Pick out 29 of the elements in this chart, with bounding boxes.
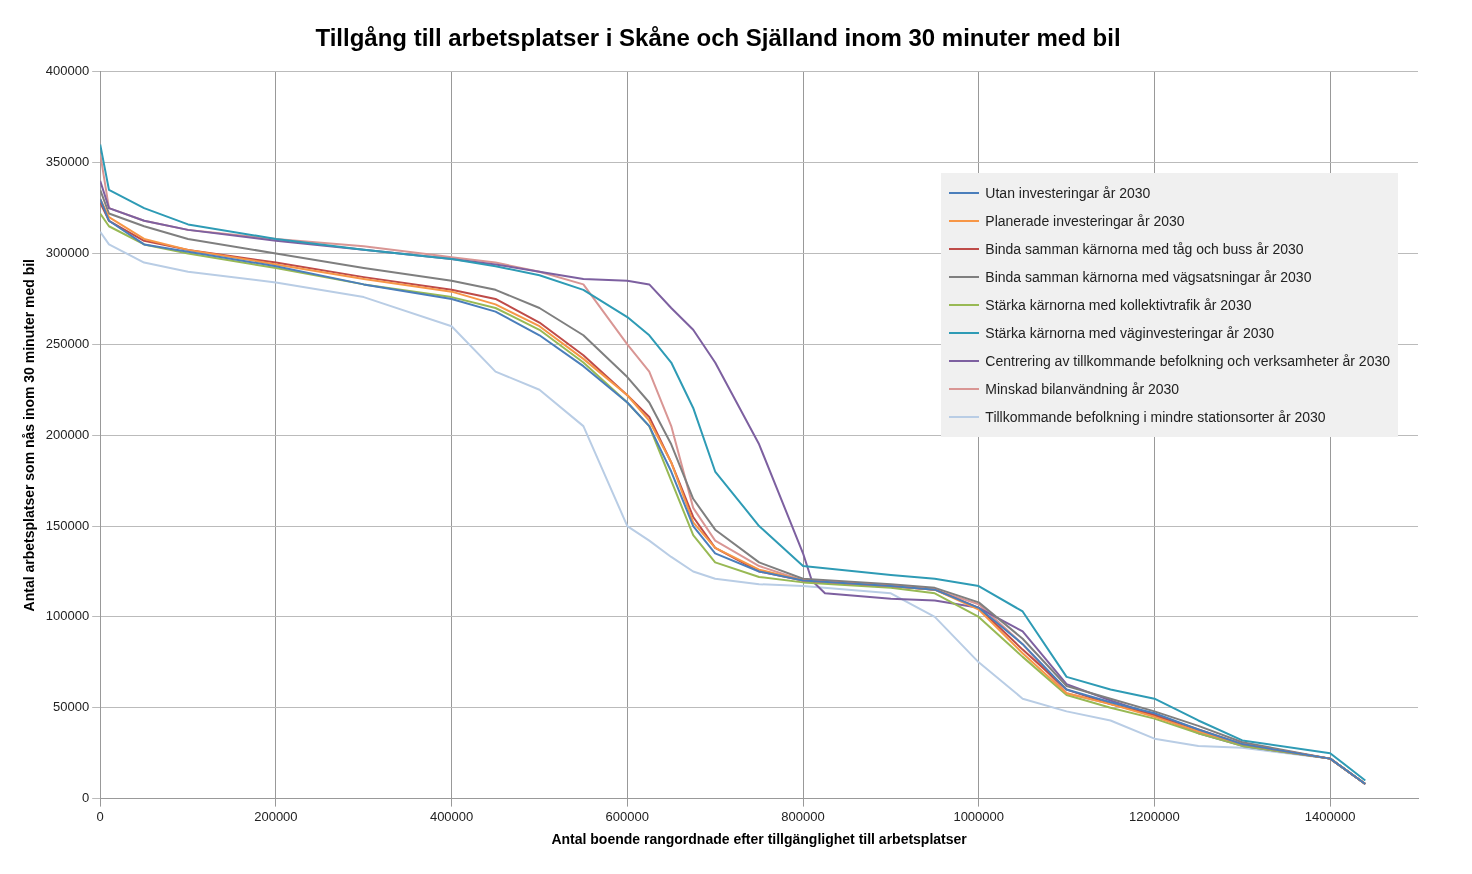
y-tick-label: 150000 xyxy=(45,517,90,533)
x-tick-label: 1400000 xyxy=(1304,808,1356,824)
y-tick-label: 400000 xyxy=(45,63,90,79)
y-tick-label: 300000 xyxy=(45,245,90,261)
y-tick-label: 350000 xyxy=(45,154,90,170)
y-tick-label: 100000 xyxy=(45,608,90,624)
x-tick-label: 1200000 xyxy=(1129,808,1180,824)
legend-label: Minskad bilanvändning år 2030 xyxy=(985,381,1180,397)
y-tick-label: 200000 xyxy=(45,426,90,442)
legend-label: Centrering av tillkommande befolkning och verksamheter år 2030 xyxy=(985,353,1390,369)
y-tick-label: 50000 xyxy=(53,699,90,715)
legend-label: Tillkommande befolkning i mindre stationsorter år 2030 xyxy=(985,409,1326,425)
x-tick-label: 400000 xyxy=(429,808,474,824)
x-tick-label: 0 xyxy=(96,808,104,824)
chart-title: Tillgång till arbetsplatser i Skåne och Själland inom 30 minuter med bil xyxy=(315,24,1121,52)
x-tick-label: 1000000 xyxy=(953,808,1005,824)
legend-label: Stärka kärnorna med kollektivtrafik år 2030 xyxy=(985,297,1252,313)
legend-label: Binda samman kärnorna med vägsatsningar år 2030 xyxy=(985,269,1312,285)
y-tick-label: 0 xyxy=(81,790,90,806)
legend-label: Planerade investeringar år 2030 xyxy=(985,213,1185,229)
legend-label: Utan investeringar år 2030 xyxy=(985,185,1151,201)
legend-label: Binda samman kärnorna med tåg och buss år 2030 xyxy=(985,241,1304,257)
y-axis-title: Antal arbetsplatser som nås inom 30 minuter med bil xyxy=(21,258,38,612)
y-tick-label: 250000 xyxy=(45,335,90,351)
x-tick-label: 600000 xyxy=(605,808,649,824)
x-tick-label: 200000 xyxy=(254,808,298,824)
legend-label: Stärka kärnorna med väginvesteringar år 2030 xyxy=(985,325,1275,341)
x-tick-label: 800000 xyxy=(781,808,825,824)
x-axis-title: Antal boende rangordnade efter tillgänglighet till arbetsplatser xyxy=(551,831,968,848)
